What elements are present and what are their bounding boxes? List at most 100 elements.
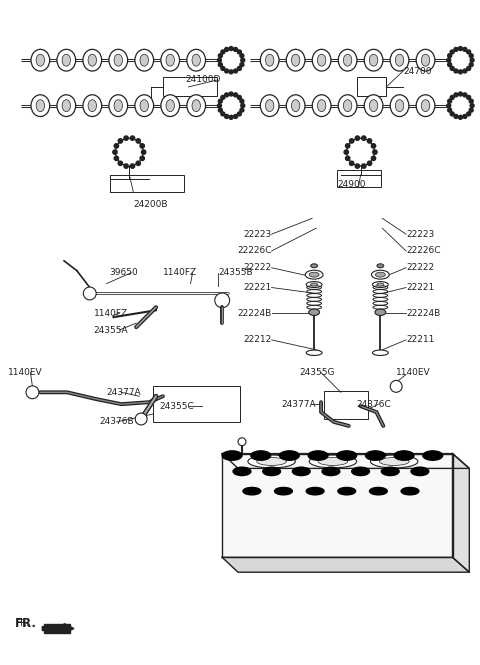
Circle shape <box>229 92 233 96</box>
Circle shape <box>217 59 221 62</box>
Ellipse shape <box>309 272 319 277</box>
Circle shape <box>135 413 147 425</box>
Circle shape <box>140 144 144 148</box>
Circle shape <box>450 66 454 70</box>
Circle shape <box>221 50 225 54</box>
Ellipse shape <box>396 100 404 112</box>
Ellipse shape <box>343 100 352 112</box>
Circle shape <box>449 49 472 72</box>
Circle shape <box>367 161 372 166</box>
Circle shape <box>454 69 458 73</box>
Circle shape <box>448 63 452 66</box>
Circle shape <box>469 63 473 66</box>
Circle shape <box>390 380 402 392</box>
Ellipse shape <box>260 49 279 71</box>
Ellipse shape <box>233 467 251 475</box>
Circle shape <box>238 112 241 116</box>
Circle shape <box>142 150 146 154</box>
Circle shape <box>447 104 451 108</box>
Bar <box>357 77 386 96</box>
Polygon shape <box>44 624 70 634</box>
Text: 22222: 22222 <box>406 263 434 272</box>
Circle shape <box>234 114 238 118</box>
Circle shape <box>240 108 244 112</box>
Circle shape <box>238 96 241 99</box>
Circle shape <box>221 96 225 99</box>
Circle shape <box>450 96 454 99</box>
Circle shape <box>225 114 228 118</box>
Circle shape <box>220 49 242 72</box>
Circle shape <box>367 139 372 143</box>
Circle shape <box>349 161 354 166</box>
Bar <box>153 386 240 422</box>
Text: 22224B: 22224B <box>406 309 440 318</box>
Circle shape <box>454 114 458 118</box>
Circle shape <box>355 136 360 140</box>
Circle shape <box>373 150 377 154</box>
Ellipse shape <box>364 95 383 116</box>
Ellipse shape <box>291 55 300 66</box>
Ellipse shape <box>187 95 205 116</box>
Ellipse shape <box>308 451 328 460</box>
Ellipse shape <box>370 487 387 495</box>
Ellipse shape <box>31 49 50 71</box>
Circle shape <box>218 99 222 103</box>
Text: 1140EV: 1140EV <box>8 368 42 377</box>
Circle shape <box>84 287 96 300</box>
Circle shape <box>234 69 238 73</box>
Ellipse shape <box>275 487 292 495</box>
Ellipse shape <box>338 487 356 495</box>
Circle shape <box>470 104 474 108</box>
Ellipse shape <box>375 272 385 277</box>
Circle shape <box>449 94 472 117</box>
Text: FR.: FR. <box>14 617 36 630</box>
Ellipse shape <box>318 458 348 466</box>
Text: 22226C: 22226C <box>406 247 441 255</box>
Ellipse shape <box>396 55 404 66</box>
Circle shape <box>118 161 122 166</box>
Ellipse shape <box>377 264 384 268</box>
Text: 24377A: 24377A <box>281 400 316 409</box>
Text: 22223: 22223 <box>243 229 272 239</box>
Ellipse shape <box>309 309 320 315</box>
Ellipse shape <box>265 100 274 112</box>
Circle shape <box>450 50 454 54</box>
Polygon shape <box>453 454 469 572</box>
Ellipse shape <box>375 309 386 315</box>
Text: FR.: FR. <box>14 619 28 628</box>
Ellipse shape <box>62 55 71 66</box>
Circle shape <box>234 93 238 97</box>
Ellipse shape <box>243 487 261 495</box>
Circle shape <box>463 93 467 97</box>
Circle shape <box>454 93 458 97</box>
Text: 24355A: 24355A <box>94 326 128 334</box>
Circle shape <box>463 47 467 51</box>
Circle shape <box>116 138 143 166</box>
Ellipse shape <box>421 55 430 66</box>
Text: 22211: 22211 <box>406 335 434 344</box>
Circle shape <box>218 63 222 66</box>
Circle shape <box>448 99 452 103</box>
Circle shape <box>140 156 144 160</box>
Circle shape <box>238 438 246 446</box>
Ellipse shape <box>372 281 388 287</box>
Ellipse shape <box>140 100 148 112</box>
Circle shape <box>218 108 222 112</box>
Circle shape <box>469 99 473 103</box>
Ellipse shape <box>309 455 357 468</box>
Circle shape <box>124 164 128 168</box>
Circle shape <box>240 63 244 66</box>
Ellipse shape <box>369 55 378 66</box>
Circle shape <box>234 47 238 51</box>
Circle shape <box>372 156 376 160</box>
Ellipse shape <box>311 264 318 268</box>
Ellipse shape <box>88 55 96 66</box>
Ellipse shape <box>83 49 102 71</box>
Circle shape <box>467 50 471 54</box>
Circle shape <box>355 164 360 168</box>
Ellipse shape <box>57 49 76 71</box>
Text: 24100D: 24100D <box>186 75 221 84</box>
Ellipse shape <box>161 49 180 71</box>
Ellipse shape <box>366 451 385 460</box>
Text: 22223: 22223 <box>406 229 434 239</box>
